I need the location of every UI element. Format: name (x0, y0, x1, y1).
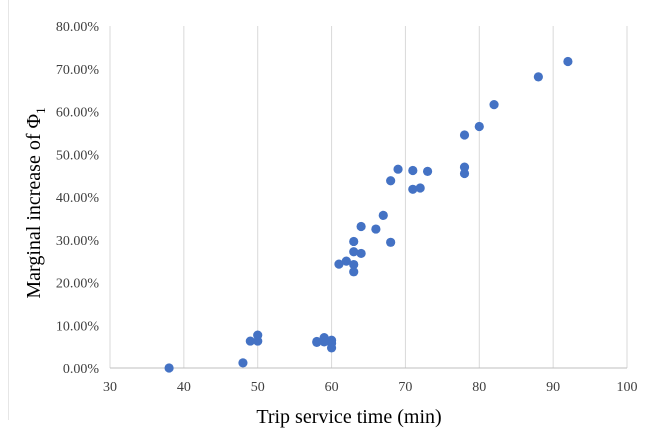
data-point (393, 164, 403, 174)
data-point (459, 130, 470, 140)
y-tick-label: 10.00% (56, 319, 100, 334)
y-axis-title: Marginal increase of Φ1 (23, 107, 48, 298)
x-tick-label: 60 (325, 380, 339, 395)
data-point (408, 165, 418, 176)
data-point (356, 248, 366, 259)
y-tick-label: 70.00% (56, 63, 100, 78)
y-tick-label: 50.00% (56, 148, 100, 163)
data-point (415, 183, 425, 193)
x-tick-label: 90 (546, 380, 560, 395)
data-point (378, 210, 388, 220)
data-point (408, 184, 418, 194)
data-point (326, 343, 337, 353)
data-point (489, 100, 499, 110)
data-point (386, 237, 396, 247)
x-tick-label: 30 (103, 380, 117, 395)
data-point (312, 336, 322, 347)
data-point (349, 259, 359, 270)
x-tick-label: 100 (617, 380, 638, 395)
x-tick-label: 70 (398, 380, 412, 395)
data-point (459, 162, 470, 172)
data-point (164, 363, 174, 373)
data-point (459, 168, 470, 179)
x-tick-label: 40 (177, 380, 191, 395)
y-tick-label: 40.00% (56, 191, 100, 206)
data-point (474, 121, 484, 132)
data-point (371, 224, 381, 234)
data-point (422, 166, 433, 176)
data-point (349, 236, 359, 247)
y-tick-label: 0.00% (63, 362, 100, 377)
data-point (245, 336, 255, 346)
y-tick-label: 20.00% (56, 277, 100, 292)
data-point (253, 336, 263, 346)
y-tick-label: 60.00% (56, 106, 100, 121)
grid-lines (109, 26, 628, 368)
data-point (386, 176, 396, 186)
y-tick-label: 30.00% (56, 234, 100, 249)
data-point (356, 221, 366, 232)
x-axis-title: Trip service time (min) (256, 406, 441, 428)
y-axis-title-main: Marginal increase of Φ (23, 114, 45, 299)
data-points (164, 56, 573, 373)
data-point (533, 72, 543, 82)
y-tick-label: 80.00% (56, 20, 100, 35)
data-point (341, 256, 351, 266)
y-axis-title-subscript: 1 (33, 107, 48, 114)
data-point (238, 358, 248, 368)
data-point (349, 267, 359, 277)
x-tick-label: 50 (251, 380, 265, 395)
data-point (334, 259, 344, 269)
tick-labels: 30 40 50 60 70 80 90 100 0.00% 10.00% 20.00% 30.00%… (56, 20, 638, 395)
data-point (349, 247, 359, 257)
data-point (563, 56, 573, 67)
data-point (319, 337, 329, 347)
x-tick-label: 80 (472, 380, 486, 395)
